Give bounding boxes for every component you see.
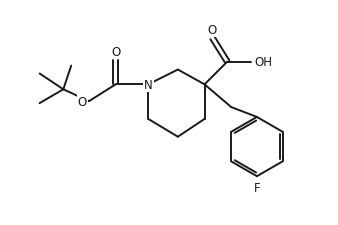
Text: N: N <box>144 79 153 91</box>
Text: O: O <box>208 24 217 37</box>
Text: O: O <box>111 45 120 58</box>
Text: OH: OH <box>254 56 272 69</box>
Text: O: O <box>78 95 87 108</box>
Text: F: F <box>254 181 260 194</box>
